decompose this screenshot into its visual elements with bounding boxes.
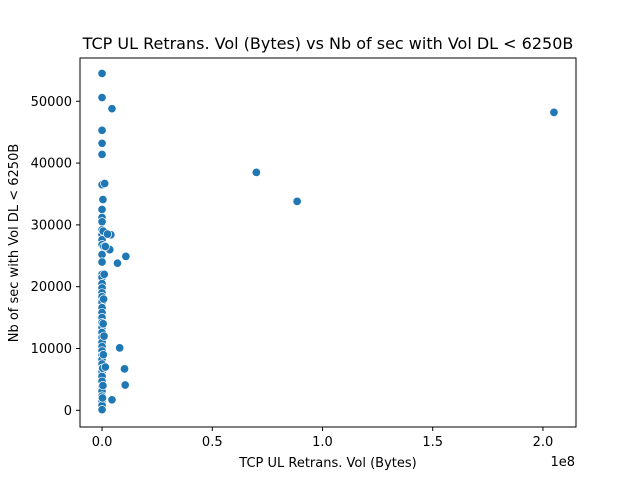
points-layer [97,68,559,415]
x-tick-label-4: 2.0 [533,435,554,450]
data-point-59 [103,229,113,239]
x-tick-label-2: 1.0 [312,435,333,450]
data-point-10 [97,217,107,227]
data-point-6 [100,178,110,189]
data-point-70 [292,196,302,206]
data-point-63 [121,251,131,261]
data-point-55 [98,381,108,391]
x-tick-label-3: 1.5 [422,435,443,450]
data-point-54 [100,362,110,372]
data-point-66 [119,364,130,374]
data-point-56 [97,393,108,403]
data-point-52 [98,350,108,360]
data-point-17 [97,257,107,267]
data-point-50 [98,319,108,329]
data-point-67 [120,380,130,390]
data-point-0 [97,68,107,79]
chart-title: TCP UL Retrans. Vol (Bytes) vs Nb of sec… [82,34,574,53]
data-point-71 [549,107,559,117]
data-point-48 [99,269,109,279]
data-point-61 [100,241,110,252]
y-tick-label-3: 30000 [31,218,72,233]
data-point-68 [107,395,117,405]
y-tick-label-4: 40000 [31,157,72,172]
data-point-69 [251,167,261,177]
data-point-64 [112,258,123,268]
x-axis-ticks: 0.0 0.5 1.0 1.5 2.0 [92,427,554,450]
data-point-62 [107,104,117,114]
data-point-65 [115,343,125,353]
y-axis-label: Nb of sec with Vol DL < 6250B [7,144,22,343]
data-point-7 [98,194,108,205]
y-tick-label-2: 20000 [31,280,72,295]
data-point-3 [97,138,107,148]
y-tick-label-0: 0 [64,404,72,419]
y-tick-label-1: 10000 [31,342,72,357]
x-axis-scale-label: 1e8 [550,455,575,470]
data-point-47 [97,405,107,415]
data-point-2 [97,125,107,135]
y-tick-label-5: 50000 [31,95,72,110]
x-tick-label-1: 0.5 [202,435,223,450]
x-axis-label: TCP UL Retrans. Vol (Bytes) [238,456,416,471]
data-point-51 [99,331,109,341]
data-point-4 [97,149,107,159]
plot-frame [79,57,577,428]
x-tick-label-0: 0.0 [92,435,113,450]
data-point-8 [97,204,107,214]
y-axis-ticks: 0 10000 20000 30000 40000 50000 [31,95,80,419]
data-point-49 [99,294,109,304]
data-point-1 [97,93,107,103]
